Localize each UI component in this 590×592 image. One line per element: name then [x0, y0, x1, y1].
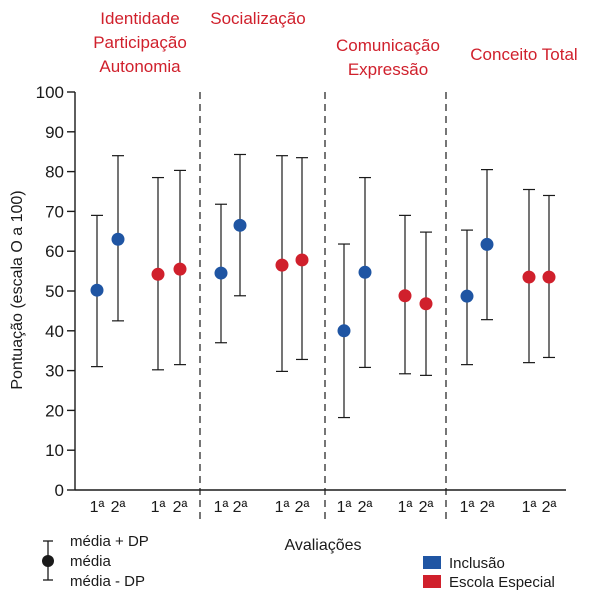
- x-tick-label: 1ª: [151, 499, 166, 516]
- y-tick-label: 100: [36, 83, 64, 102]
- x-tick-label: 2ª: [295, 499, 310, 516]
- mean-point: [337, 324, 351, 338]
- key-upper-label: média + DP: [70, 533, 149, 550]
- y-tick-label: 40: [45, 322, 64, 341]
- x-tick-label: 1ª: [337, 499, 352, 516]
- group-title: Identidade: [100, 9, 179, 28]
- x-tick-label: 1ª: [275, 499, 290, 516]
- x-tick-label: 2ª: [233, 499, 248, 516]
- x-tick-label: 2ª: [358, 499, 373, 516]
- y-tick-label: 20: [45, 401, 64, 420]
- x-tick-label: 1ª: [214, 499, 229, 516]
- mean-point: [233, 218, 247, 232]
- x-tick-labels: 1ª 2ª 1ª 2ª 1ª 2ª 1ª 2ª 1ª 2ª 1ª 2ª 1ª 2ª 1ª 2ª: [90, 499, 557, 516]
- legend-label-inclusao: Inclusão: [449, 555, 505, 572]
- mean-point: [111, 232, 125, 246]
- mean-point: [275, 258, 289, 272]
- x-tick-label: 2ª: [480, 499, 495, 516]
- mean-point: [398, 289, 412, 303]
- y-tick-label: 90: [45, 123, 64, 142]
- legend-swatch-inclusao: [423, 556, 441, 569]
- legend-swatch-especial: [423, 575, 441, 588]
- group-title: Socialização: [210, 9, 305, 28]
- mean-point: [295, 253, 309, 267]
- x-tick-label: 1ª: [522, 499, 537, 516]
- x-axis-label: Avaliações: [284, 537, 361, 554]
- group-title: Participação: [93, 33, 187, 52]
- x-tick-label: 2ª: [419, 499, 434, 516]
- y-tick-label: 10: [45, 441, 64, 460]
- y-tick-label: 60: [45, 242, 64, 261]
- mean-point: [542, 270, 556, 284]
- mean-point: [90, 283, 104, 297]
- group-titles: Identidade Participação Autonomia Socializa…: [93, 9, 577, 79]
- legend-label-especial: Escola Especial: [449, 574, 555, 591]
- group-title: Comunicação: [336, 36, 440, 55]
- mean-point: [460, 289, 474, 303]
- mean-point: [358, 265, 372, 279]
- mean-point: [214, 266, 228, 280]
- y-tick-label: 80: [45, 163, 64, 182]
- mean-point: [419, 297, 433, 311]
- y-axis-label: Pontuação (escala O a 100): [9, 190, 26, 389]
- x-tick-label: 1ª: [398, 499, 413, 516]
- mean-point: [173, 262, 187, 276]
- x-tick-label: 1ª: [90, 499, 105, 516]
- group-title: Conceito Total: [470, 45, 577, 64]
- mean-point: [151, 267, 165, 281]
- y-tick-label: 70: [45, 202, 64, 221]
- group-title: Expressão: [348, 60, 428, 79]
- group-title: Autonomia: [99, 57, 181, 76]
- key-middle-label: média: [70, 553, 112, 570]
- y-axis: 0 10 20 30 40 50 60 70 80 90 100: [36, 83, 566, 500]
- x-tick-label: 2ª: [111, 499, 126, 516]
- group-separators: [199, 92, 447, 522]
- y-tick-label: 50: [45, 282, 64, 301]
- key-dot: [42, 555, 54, 567]
- y-tick-label: 30: [45, 362, 64, 381]
- key-lower-label: média - DP: [70, 573, 145, 590]
- x-tick-label: 2ª: [542, 499, 557, 516]
- error-bar-key: média + DP média média - DP: [42, 533, 149, 590]
- mean-point: [480, 237, 494, 251]
- x-tick-label: 1ª: [460, 499, 475, 516]
- x-tick-label: 2ª: [173, 499, 188, 516]
- y-tick-label: 0: [55, 481, 64, 500]
- legend: Inclusão Escola Especial: [423, 555, 555, 591]
- data-marks: [90, 153, 556, 419]
- mean-point: [522, 270, 536, 284]
